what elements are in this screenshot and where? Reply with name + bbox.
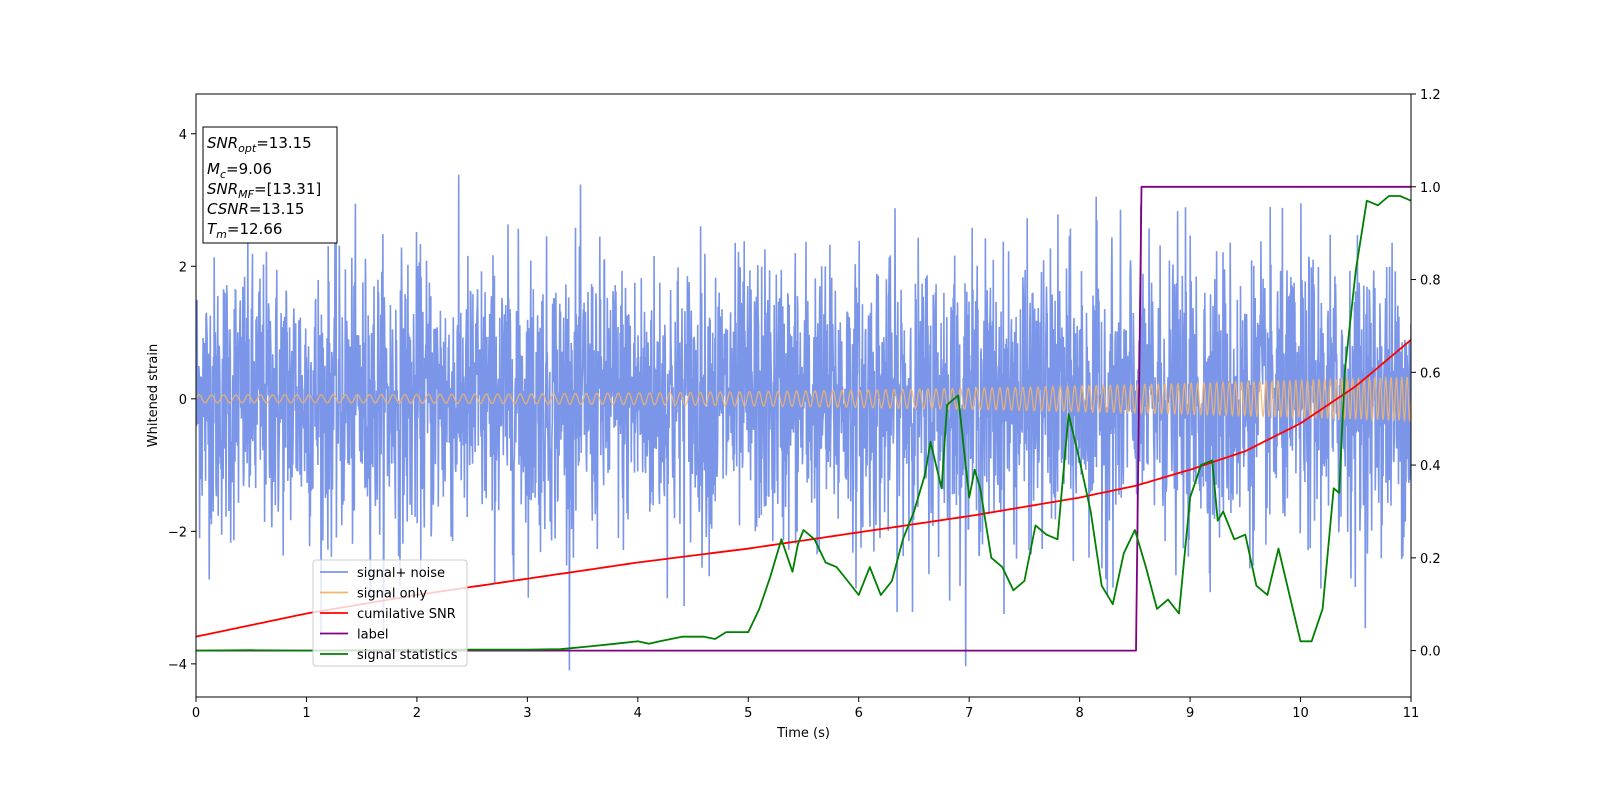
x-tick-label: 6	[855, 706, 863, 721]
y-tick-label: −2	[168, 525, 187, 540]
chirp-mass-text: Mc=9.06	[207, 160, 272, 181]
legend-label-cumilative-snr: cumilative SNR	[357, 607, 456, 622]
x-tick-label: 7	[965, 706, 973, 721]
snr-opt-text: SNRopt=13.15	[207, 134, 312, 155]
y-tick-label: −4	[168, 658, 187, 673]
legend-label-signal-statistics: signal statistics	[357, 648, 458, 663]
x-tick-label: 9	[1186, 706, 1194, 721]
x-tick-label: 3	[523, 706, 531, 721]
tick-layer: 0 1 2 3 4 5 6 7 8 9 10 11 −4 −2 0 2 4 0.0 0.2 0.4 0.6 0.8 1.0 1…	[168, 88, 1441, 721]
legend-label-signal-only: signal only	[357, 587, 427, 602]
series-signal-statistics-line	[196, 195, 1411, 652]
y2-tick-label: 0.4	[1420, 459, 1441, 474]
x-tick-label: 10	[1292, 706, 1309, 721]
y-tick-label: 2	[179, 260, 187, 275]
y-tick-label: 0	[179, 393, 187, 408]
y2-tick-label: 0.2	[1420, 552, 1441, 567]
y2-tick-label: 1.0	[1420, 181, 1441, 196]
x-tick-label: 5	[744, 706, 752, 721]
csnr-text: CSNR=13.15	[207, 200, 304, 218]
x-axis-label: Time (s)	[776, 726, 830, 741]
stats-annotation-frame	[202, 126, 338, 244]
x-tick-label: 8	[1075, 706, 1083, 721]
legend-frame	[312, 559, 468, 667]
legend-label-signal-noise: signal+ noise	[357, 566, 445, 581]
x-tick-label: 2	[413, 706, 421, 721]
x-tick-label: 1	[302, 706, 310, 721]
stats-annotation-box: SNRopt=13.15 Mc=9.06 SNRMF=[13.31] CSNR=…	[202, 126, 338, 244]
y2-tick-label: 0.8	[1420, 274, 1441, 289]
snr-mf-text: SNRMF=[13.31]	[207, 180, 321, 201]
y-tick-label: 4	[179, 128, 187, 143]
tm-text: Tm=12.66	[207, 220, 282, 241]
y2-tick-label: 1.2	[1420, 88, 1441, 103]
x-tick-label: 0	[192, 706, 200, 721]
y2-tick-label: 0.6	[1420, 366, 1441, 381]
y-axis-label: Whitened strain	[146, 344, 161, 447]
x-tick-label: 4	[634, 706, 642, 721]
y2-tick-label: 0.0	[1420, 645, 1441, 660]
series-signal-only-line	[196, 375, 1411, 423]
x-tick-label: 11	[1403, 706, 1420, 721]
axes-frame	[195, 93, 1412, 698]
series-signal-noise-line	[196, 174, 1411, 671]
legend-label-label: label	[357, 628, 388, 643]
series-label-line	[196, 185, 1411, 652]
legend: signal+ noise signal only cumilative SNR la…	[312, 559, 468, 667]
